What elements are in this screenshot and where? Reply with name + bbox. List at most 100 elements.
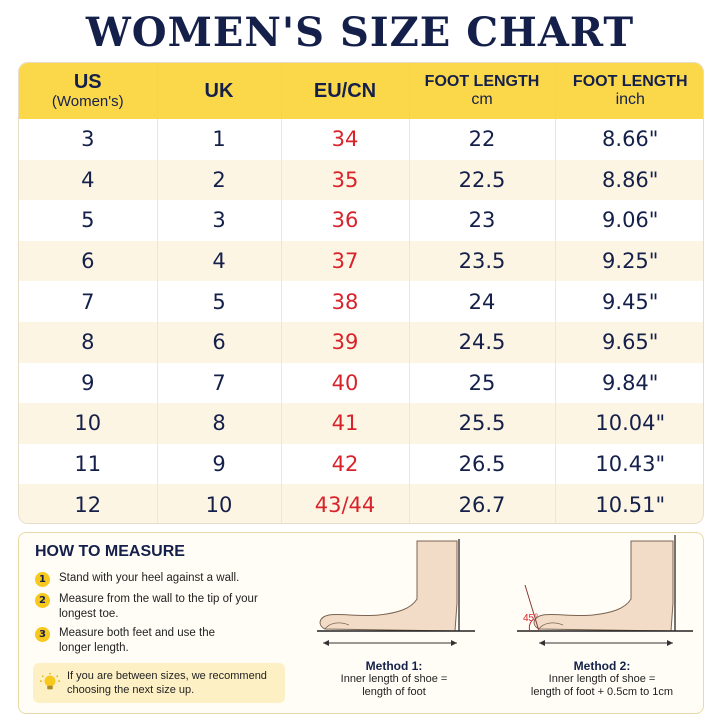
cell-eu: 36 bbox=[281, 200, 410, 241]
step-text: Measure from the wall to the tip of your… bbox=[59, 593, 258, 620]
cell-uk: 1 bbox=[157, 119, 282, 160]
cell-us: 6 bbox=[19, 240, 158, 282]
cell-us: 10 bbox=[19, 403, 158, 444]
cell-eu: 34 bbox=[281, 119, 410, 160]
cell-inch: 8.86" bbox=[602, 167, 659, 192]
cell-eu: 42 bbox=[281, 443, 410, 485]
header-foot-cm-unit: cm bbox=[471, 90, 493, 108]
cell-cm: 25.5 bbox=[409, 403, 556, 444]
cell-inch: 9.45" bbox=[602, 289, 659, 314]
lightbulb-icon bbox=[39, 672, 61, 690]
cell-cm: 24.5 bbox=[409, 321, 556, 363]
cell-us: 12 bbox=[19, 484, 158, 523]
angle-label: 45° bbox=[523, 613, 538, 624]
cell-us: 11 bbox=[19, 443, 158, 485]
sizing-tip: If you are between sizes, we recommend c… bbox=[33, 663, 285, 703]
step-text: Measure both feet and use the longer len… bbox=[59, 627, 215, 654]
cell-eu: 41 bbox=[281, 403, 410, 444]
method-1-line1: Inner length of shoe = bbox=[340, 673, 448, 685]
method-2-line2: length of foot + 0.5cm to 1cm bbox=[530, 686, 674, 698]
measure-step-3: 3 Measure both feet and use the longer l… bbox=[35, 626, 249, 656]
method-2-foot-diagram: 45° bbox=[517, 535, 693, 646]
cell-inch: 10.43" bbox=[595, 452, 666, 477]
page-title: WOMEN'S SIZE CHART bbox=[85, 9, 635, 56]
cell-uk: 7 bbox=[157, 362, 282, 404]
table-row: 12 10 43/44 26.7 10.51" bbox=[19, 484, 703, 523]
table-row: 8 6 39 24.5 9.65" bbox=[19, 321, 703, 363]
header-foot-cm: FOOT LENGTH cm bbox=[409, 63, 556, 119]
cell-eu: 37 bbox=[281, 240, 410, 282]
header-foot-inch: FOOT LENGTH inch bbox=[555, 63, 703, 119]
measure-step-2: 2 Measure from the wall to the tip of yo… bbox=[35, 592, 267, 622]
cell-eu: 39 bbox=[281, 321, 410, 363]
method-1-foot-diagram bbox=[317, 539, 475, 646]
header-us-sub: (Women's) bbox=[51, 93, 124, 111]
cell-uk: 10 bbox=[157, 484, 282, 523]
table-row: 9 7 40 25 9.84" bbox=[19, 362, 703, 404]
cell-cm: 23 bbox=[409, 200, 556, 241]
cell-eu: 35 bbox=[281, 159, 410, 201]
step-number-badge: 3 bbox=[35, 627, 50, 642]
header-foot-cm-label: FOOT LENGTH bbox=[424, 72, 540, 90]
table-row: 10 8 41 25.5 10.04" bbox=[19, 403, 703, 444]
cell-inch: 10.04" bbox=[595, 411, 666, 436]
cell-uk: 6 bbox=[157, 321, 282, 363]
table-row: 3 1 34 22 8.66" bbox=[19, 119, 703, 160]
header-uk: UK bbox=[157, 63, 282, 119]
cell-inch: 9.06" bbox=[602, 208, 659, 233]
cell-cm: 26.7 bbox=[409, 484, 556, 523]
cell-uk: 9 bbox=[157, 443, 282, 485]
step-number-badge: 2 bbox=[35, 593, 50, 608]
cell-eu: 40 bbox=[281, 362, 410, 404]
header-us: US (Women's) bbox=[19, 63, 158, 119]
how-to-measure-title: HOW TO MEASURE bbox=[35, 543, 185, 560]
cell-us: 3 bbox=[19, 119, 158, 160]
table-row: 11 9 42 26.5 10.43" bbox=[19, 443, 703, 485]
cell-uk: 5 bbox=[157, 281, 282, 322]
cell-inch: 8.66" bbox=[602, 127, 659, 152]
cell-inch: 9.65" bbox=[602, 330, 659, 355]
cell-uk: 3 bbox=[157, 200, 282, 241]
header-foot-inch-unit: inch bbox=[615, 90, 645, 108]
cell-inch: 10.51" bbox=[595, 492, 666, 517]
cell-us: 9 bbox=[19, 362, 158, 404]
method-1-line2: length of foot bbox=[362, 686, 426, 698]
tip-text: If you are between sizes, we recommend c… bbox=[67, 670, 267, 696]
cell-inch: 9.84" bbox=[602, 370, 659, 395]
table-row: 5 3 36 23 9.06" bbox=[19, 200, 703, 241]
cell-uk: 8 bbox=[157, 403, 282, 444]
cell-uk: 2 bbox=[157, 159, 282, 201]
how-to-measure-panel: HOW TO MEASURE 1 Stand with your heel ag… bbox=[18, 532, 704, 714]
header-eu-label: EU/CN bbox=[313, 79, 377, 102]
header-eu: EU/CN bbox=[281, 63, 410, 119]
cell-us: 4 bbox=[19, 159, 158, 201]
cell-uk: 4 bbox=[157, 240, 282, 282]
header-uk-label: UK bbox=[204, 79, 234, 102]
cell-cm: 23.5 bbox=[409, 240, 556, 282]
table-row: 6 4 37 23.5 9.25" bbox=[19, 240, 703, 282]
table-row: 4 2 35 22.5 8.86" bbox=[19, 159, 703, 201]
cell-cm: 25 bbox=[409, 362, 556, 404]
method-1-label: Method 1: Inner length of shoe = length … bbox=[319, 659, 469, 699]
method-2-label: Method 2: Inner length of shoe = length … bbox=[509, 659, 695, 699]
cell-eu: 43/44 bbox=[281, 484, 410, 523]
method-2-heading: Method 2: bbox=[573, 659, 631, 673]
cell-cm: 22 bbox=[409, 119, 556, 160]
cell-us: 8 bbox=[19, 321, 158, 363]
step-text: Stand with your heel against a wall. bbox=[59, 572, 240, 584]
measure-step-1: 1 Stand with your heel against a wall. bbox=[35, 571, 275, 587]
cell-cm: 22.5 bbox=[409, 159, 556, 201]
table-row: 7 5 38 24 9.45" bbox=[19, 281, 703, 322]
method-1-heading: Method 1: bbox=[365, 659, 423, 673]
cell-eu: 38 bbox=[281, 281, 410, 322]
cell-us: 5 bbox=[19, 200, 158, 241]
size-chart-table: US (Women's) UK EU/CN FOOT LENGTH cm FOO… bbox=[18, 62, 704, 524]
cell-cm: 24 bbox=[409, 281, 556, 322]
table-header-row: US (Women's) UK EU/CN FOOT LENGTH cm FOO… bbox=[19, 63, 703, 119]
header-foot-inch-label: FOOT LENGTH bbox=[572, 72, 688, 90]
cell-cm: 26.5 bbox=[409, 443, 556, 485]
step-number-badge: 1 bbox=[35, 572, 50, 587]
cell-inch: 9.25" bbox=[602, 249, 659, 274]
header-us-label: US bbox=[73, 71, 102, 94]
cell-us: 7 bbox=[19, 281, 158, 322]
